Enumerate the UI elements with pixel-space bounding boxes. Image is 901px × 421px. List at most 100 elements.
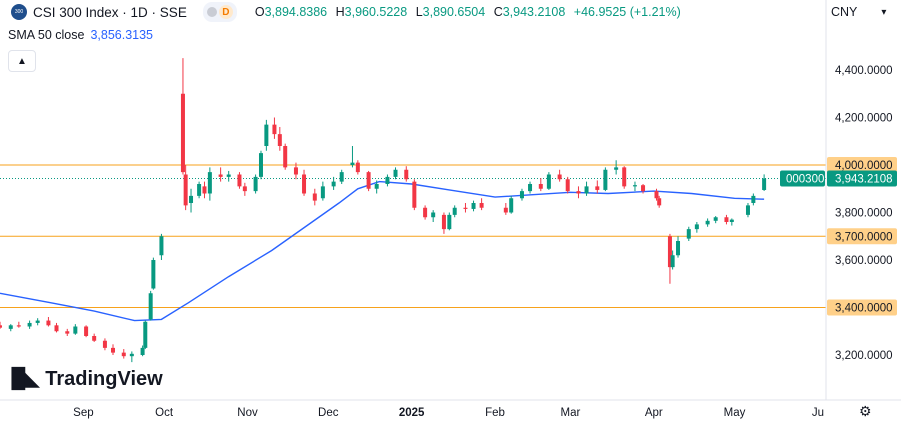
candle [762, 174, 767, 191]
candle [121, 349, 126, 359]
candle [632, 181, 637, 192]
candle [253, 174, 258, 194]
candle [272, 117, 277, 139]
candle-body [143, 321, 148, 348]
candle-body [393, 169, 398, 177]
candle-body [46, 320, 51, 326]
candle-body [312, 193, 317, 201]
level-price-tag [827, 157, 897, 173]
ohlc-readout: O3,894.8386 H3,960.5228 L3,890.6504 C3,9… [255, 5, 686, 19]
candle [183, 165, 188, 211]
candle [412, 179, 417, 211]
candle-body [226, 174, 231, 177]
last-price-tag [827, 170, 897, 187]
candle [670, 250, 675, 270]
market-status[interactable]: D [202, 2, 237, 22]
sma-50-line [0, 180, 765, 322]
candle-body [479, 203, 484, 208]
candle-body [27, 322, 32, 327]
candle [622, 166, 627, 189]
candle [686, 226, 691, 241]
tradingview-mark-icon: ▉◣ [12, 369, 39, 390]
candle-body [151, 260, 156, 289]
low-value: 3,890.6504 [422, 5, 486, 19]
candle [503, 203, 508, 215]
candle-body [374, 184, 379, 189]
candle [312, 188, 317, 206]
candle-body [546, 174, 551, 189]
candle [84, 325, 89, 338]
candle [676, 236, 681, 258]
x-tick-label: Dec [318, 407, 339, 419]
candle [423, 205, 428, 220]
candle [657, 195, 662, 208]
candle [151, 257, 156, 290]
currency-select[interactable]: CNY ▾ [831, 2, 897, 22]
candle [641, 184, 646, 194]
settings-gear-icon[interactable]: ⚙ [859, 403, 872, 419]
candle [111, 344, 116, 355]
candle [197, 181, 202, 199]
candle-body [65, 331, 70, 334]
candle-body [35, 320, 40, 323]
candle [27, 320, 32, 329]
candle-body [102, 340, 107, 348]
interval-badge: D [218, 5, 233, 19]
candle [595, 180, 600, 194]
candle-body [202, 186, 207, 194]
x-tick-label: Nov [237, 407, 258, 419]
chevron-up-icon: ▲ [17, 55, 27, 67]
collapse-legend-button[interactable]: ▲ [8, 50, 36, 72]
candle [16, 321, 21, 328]
candle [528, 181, 533, 194]
candle [654, 188, 659, 201]
candle-body [565, 179, 570, 192]
tradingview-logo[interactable]: ▉◣ TradingView [12, 368, 163, 391]
candle [724, 214, 729, 225]
candle [463, 203, 468, 213]
candle-body [595, 186, 600, 190]
candle [350, 146, 355, 168]
candle-body [293, 167, 298, 175]
level-price-tag [827, 228, 897, 245]
candle-body [189, 195, 194, 203]
y-tick-label: 3,800.0000 [835, 208, 893, 220]
change-value: +46.9525 (+1.21%) [573, 5, 681, 19]
candle-body [519, 191, 524, 199]
candle [713, 216, 718, 224]
candle [339, 169, 344, 184]
candle [189, 188, 194, 213]
candle [751, 193, 756, 206]
candle-body [339, 172, 344, 182]
candle-body [258, 153, 263, 177]
candle [393, 167, 398, 180]
candle-body [509, 198, 514, 213]
candle-body [705, 220, 710, 225]
symbol-title[interactable]: CSI 300 Index · 1D · SSE [33, 4, 187, 20]
status-dot-icon [206, 7, 217, 17]
candle-body [471, 203, 476, 209]
sma-value: 3,856.3135 [90, 28, 153, 42]
candle-body [694, 224, 699, 230]
candle-body [686, 229, 691, 239]
candle-body [584, 186, 589, 194]
candle-body [0, 325, 2, 328]
candle [102, 338, 107, 351]
candle [218, 167, 223, 182]
candle-body [242, 186, 247, 192]
candle-body [8, 325, 13, 329]
candle [557, 169, 562, 182]
candle [237, 172, 242, 189]
candle-body [129, 353, 134, 357]
candle [441, 212, 446, 234]
candle [277, 127, 282, 151]
candle-body [180, 93, 185, 173]
level-price-label: 4,000.0000 [835, 160, 893, 172]
candle [331, 176, 336, 190]
candle [0, 321, 2, 329]
close-label: C [493, 5, 503, 19]
symbol-logo-icon: 300 [11, 4, 27, 20]
close-value: 3,943.2108 [502, 5, 566, 19]
sma-legend[interactable]: SMA 50 close 3,856.3135 [8, 28, 153, 42]
